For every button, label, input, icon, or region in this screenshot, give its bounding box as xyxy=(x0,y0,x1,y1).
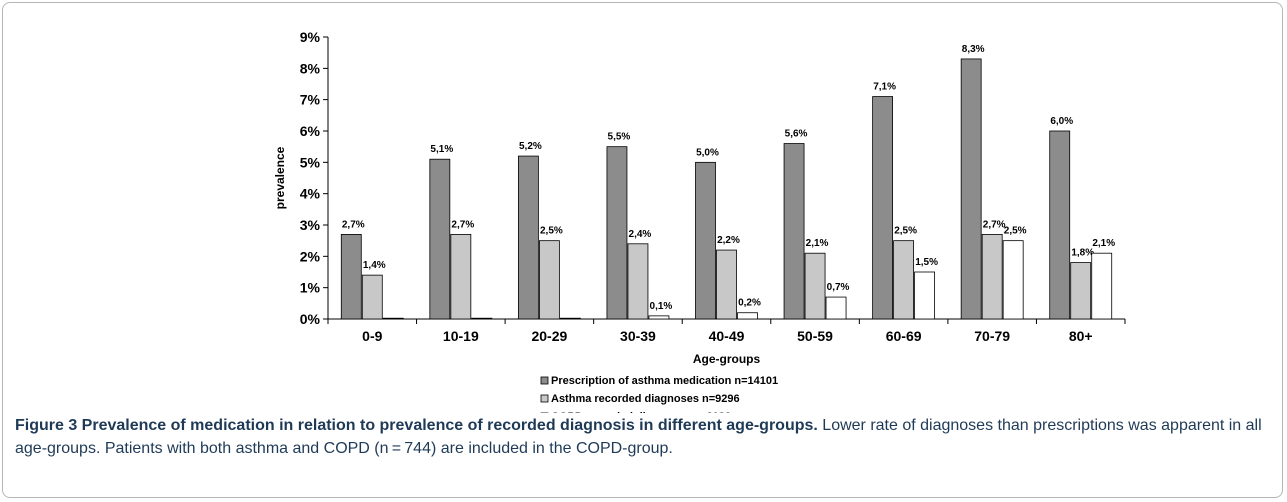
data-label: 7,1% xyxy=(873,82,896,93)
data-label: 5,2% xyxy=(519,141,542,152)
x-tick-label: 40-49 xyxy=(709,328,745,344)
y-tick-label: 6% xyxy=(300,123,321,139)
x-tick-label: 10-19 xyxy=(443,328,479,344)
bar xyxy=(960,58,982,320)
bar xyxy=(450,233,472,320)
caption-text: Lower rate of diagnoses than prescriptio… xyxy=(15,417,1262,457)
bar xyxy=(1049,130,1071,320)
bar xyxy=(559,317,581,320)
y-tick-label: 0% xyxy=(300,311,321,327)
legend-swatch xyxy=(540,394,549,403)
data-label: 2,1% xyxy=(806,238,829,249)
y-tick-label: 4% xyxy=(300,186,321,202)
y-tick-label: 9% xyxy=(300,29,321,45)
bar xyxy=(606,146,628,320)
data-label: 2,5% xyxy=(894,226,917,237)
bar xyxy=(471,317,493,320)
data-label: 2,7% xyxy=(983,219,1006,230)
data-label: 5,1% xyxy=(430,144,453,155)
bar xyxy=(1070,262,1092,320)
bar xyxy=(538,240,560,320)
data-label: 5,6% xyxy=(785,129,808,140)
y-tick-label: 5% xyxy=(300,154,321,170)
bar xyxy=(872,96,894,320)
bar xyxy=(914,271,936,320)
data-label: 1,5% xyxy=(915,257,938,268)
bar xyxy=(429,158,451,320)
x-tick-label: 60-69 xyxy=(886,328,922,344)
x-tick-label: 80+ xyxy=(1069,328,1093,344)
data-label: 2,2% xyxy=(717,235,740,246)
legend-label: Prescription of asthma medication n=1410… xyxy=(551,375,778,387)
y-tick-label: 2% xyxy=(300,248,321,264)
legend-swatch xyxy=(540,376,549,385)
x-tick-label: 70-79 xyxy=(974,328,1010,344)
y-tick-label: 8% xyxy=(300,60,321,76)
data-label: 0,2% xyxy=(738,298,761,309)
bar xyxy=(1002,240,1024,320)
data-label: 1,8% xyxy=(1071,248,1094,259)
x-axis-title: Age-groups xyxy=(693,352,761,366)
data-label: 2,5% xyxy=(1004,226,1027,237)
x-tick-label: 50-59 xyxy=(797,328,833,344)
bar xyxy=(340,233,362,320)
y-tick-label: 7% xyxy=(300,92,321,108)
data-label: 2,4% xyxy=(629,229,652,240)
data-label: 8,3% xyxy=(962,44,985,55)
bar xyxy=(695,161,716,320)
data-label: 5,0% xyxy=(696,147,719,158)
bar-chart: 0% 1% 2% 3% 4% 5% 6% 7% 8% 9% 0-9 10-19 20-29 30-39 40… xyxy=(273,29,1126,413)
bar xyxy=(981,233,1003,320)
y-tick-label: 3% xyxy=(300,217,321,233)
bar xyxy=(825,296,847,320)
bar xyxy=(517,155,539,320)
bar xyxy=(382,317,404,320)
data-label: 0,7% xyxy=(827,282,850,293)
data-label: 2,5% xyxy=(540,226,563,237)
data-label: 2,7% xyxy=(451,219,474,230)
data-label: 2,1% xyxy=(1092,238,1115,249)
bar xyxy=(783,143,805,320)
x-tick-label: 30-39 xyxy=(620,328,656,344)
bar xyxy=(627,243,649,320)
figure-title: Figure 3 Prevalence of medication in rel… xyxy=(15,417,818,434)
data-label: 1,4% xyxy=(363,260,386,271)
data-label: 6,0% xyxy=(1050,116,1073,127)
bar xyxy=(893,240,915,320)
bar xyxy=(804,252,826,320)
bar xyxy=(648,315,670,320)
x-tick-label: 0-9 xyxy=(362,328,382,344)
data-label: 0,1% xyxy=(650,301,673,312)
data-label: 5,5% xyxy=(608,132,631,143)
legend-label: Asthma recorded diagnoses n=9296 xyxy=(551,393,740,405)
bar xyxy=(737,312,758,320)
bar xyxy=(361,274,383,320)
y-tick-label: 1% xyxy=(300,280,321,296)
bar xyxy=(716,249,737,320)
x-tick-label: 20-29 xyxy=(531,328,567,344)
y-axis-title: prevalence xyxy=(273,146,287,209)
bar xyxy=(1091,252,1113,320)
legend-label: COPD recorded diagnoses n=3032 xyxy=(551,411,731,413)
figure-caption: Figure 3 Prevalence of medication in rel… xyxy=(15,414,1277,460)
data-label: 2,7% xyxy=(342,219,365,230)
